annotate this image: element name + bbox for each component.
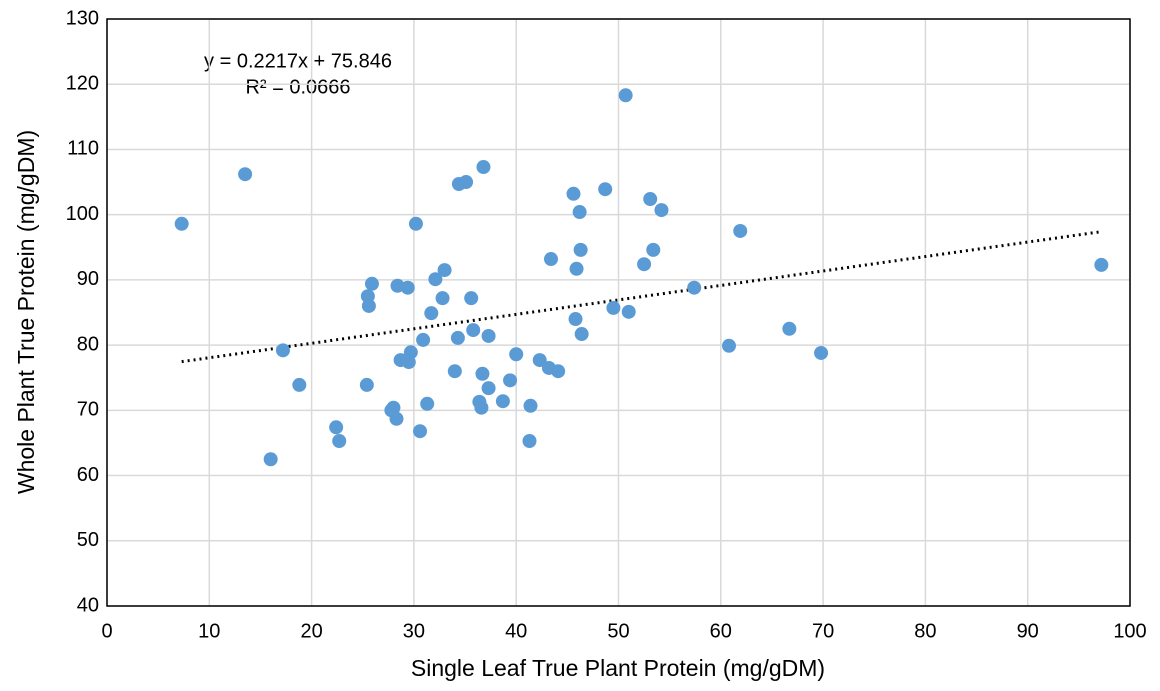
point <box>814 345 829 360</box>
x-tick-label: 40 <box>505 620 527 642</box>
point <box>174 216 189 231</box>
y-tick-label: 120 <box>66 73 99 95</box>
point <box>598 182 613 197</box>
point <box>464 291 479 306</box>
y-tick-label: 80 <box>77 333 99 355</box>
point <box>413 424 428 439</box>
point <box>332 433 347 448</box>
point <box>481 328 496 343</box>
x-tick-label: 10 <box>198 620 220 642</box>
x-tick-label: 60 <box>710 620 732 642</box>
y-tick-label: 100 <box>66 203 99 225</box>
point <box>569 261 584 276</box>
point <box>503 373 518 388</box>
point <box>782 321 797 336</box>
point <box>476 160 491 175</box>
point <box>495 394 510 409</box>
point <box>435 291 450 306</box>
y-tick-label: 90 <box>77 268 99 290</box>
point <box>403 345 418 360</box>
x-tick-label: 20 <box>300 620 322 642</box>
x-tick-label: 90 <box>1017 620 1039 642</box>
point <box>420 396 435 411</box>
point <box>481 381 496 396</box>
point <box>532 353 547 368</box>
point <box>543 252 558 267</box>
y-tick-label: 60 <box>77 464 99 486</box>
point <box>359 377 374 392</box>
y-axis-title: Whole Plant True Protein (mg/gDM) <box>13 130 39 494</box>
x-tick-label: 80 <box>914 620 936 642</box>
point <box>733 223 748 238</box>
point <box>292 377 307 392</box>
point <box>400 280 415 295</box>
x-tick-label: 100 <box>1113 620 1146 642</box>
point <box>329 420 344 435</box>
point <box>618 88 633 103</box>
point <box>475 366 490 381</box>
r-squared: R² = 0.0666 <box>245 76 350 98</box>
point <box>447 364 462 379</box>
point <box>509 347 524 362</box>
point <box>437 263 452 278</box>
point <box>263 452 278 467</box>
point <box>466 323 481 338</box>
point <box>408 216 423 231</box>
point <box>275 343 290 358</box>
point <box>386 400 401 415</box>
point <box>573 242 588 257</box>
x-axis-title: Single Leaf True Plant Protein (mg/gDM) <box>411 655 825 681</box>
y-tick-label: 110 <box>67 138 99 160</box>
point <box>364 276 379 291</box>
y-tick-label: 50 <box>77 529 99 551</box>
point <box>416 332 431 347</box>
point <box>523 398 538 413</box>
point <box>361 298 376 313</box>
point <box>654 203 669 218</box>
point <box>1094 257 1109 272</box>
point <box>551 364 566 379</box>
x-tick-label: 0 <box>101 620 112 642</box>
point <box>566 186 581 201</box>
point <box>687 280 702 295</box>
point <box>450 330 465 345</box>
point <box>637 257 652 272</box>
point <box>574 327 589 342</box>
point <box>646 242 661 257</box>
point <box>572 205 587 220</box>
point <box>643 192 658 207</box>
point <box>459 175 474 190</box>
x-tick-label: 50 <box>607 620 629 642</box>
point <box>721 338 736 353</box>
point <box>424 306 439 321</box>
point <box>568 312 583 327</box>
point <box>621 304 636 319</box>
point <box>238 167 253 182</box>
point <box>474 400 489 415</box>
plot-border <box>106 18 1131 607</box>
point <box>522 433 537 448</box>
y-tick-label: 130 <box>66 7 99 29</box>
point <box>606 300 621 315</box>
point <box>389 411 404 426</box>
y-tick-label: 70 <box>77 399 99 421</box>
point <box>428 272 443 287</box>
trend-equation: y = 0.2217x + 75.846 <box>204 50 392 72</box>
trend-line <box>181 230 1102 364</box>
y-tick-label: 40 <box>77 594 99 616</box>
x-tick-label: 70 <box>812 620 834 642</box>
x-tick-label: 30 <box>403 620 425 642</box>
